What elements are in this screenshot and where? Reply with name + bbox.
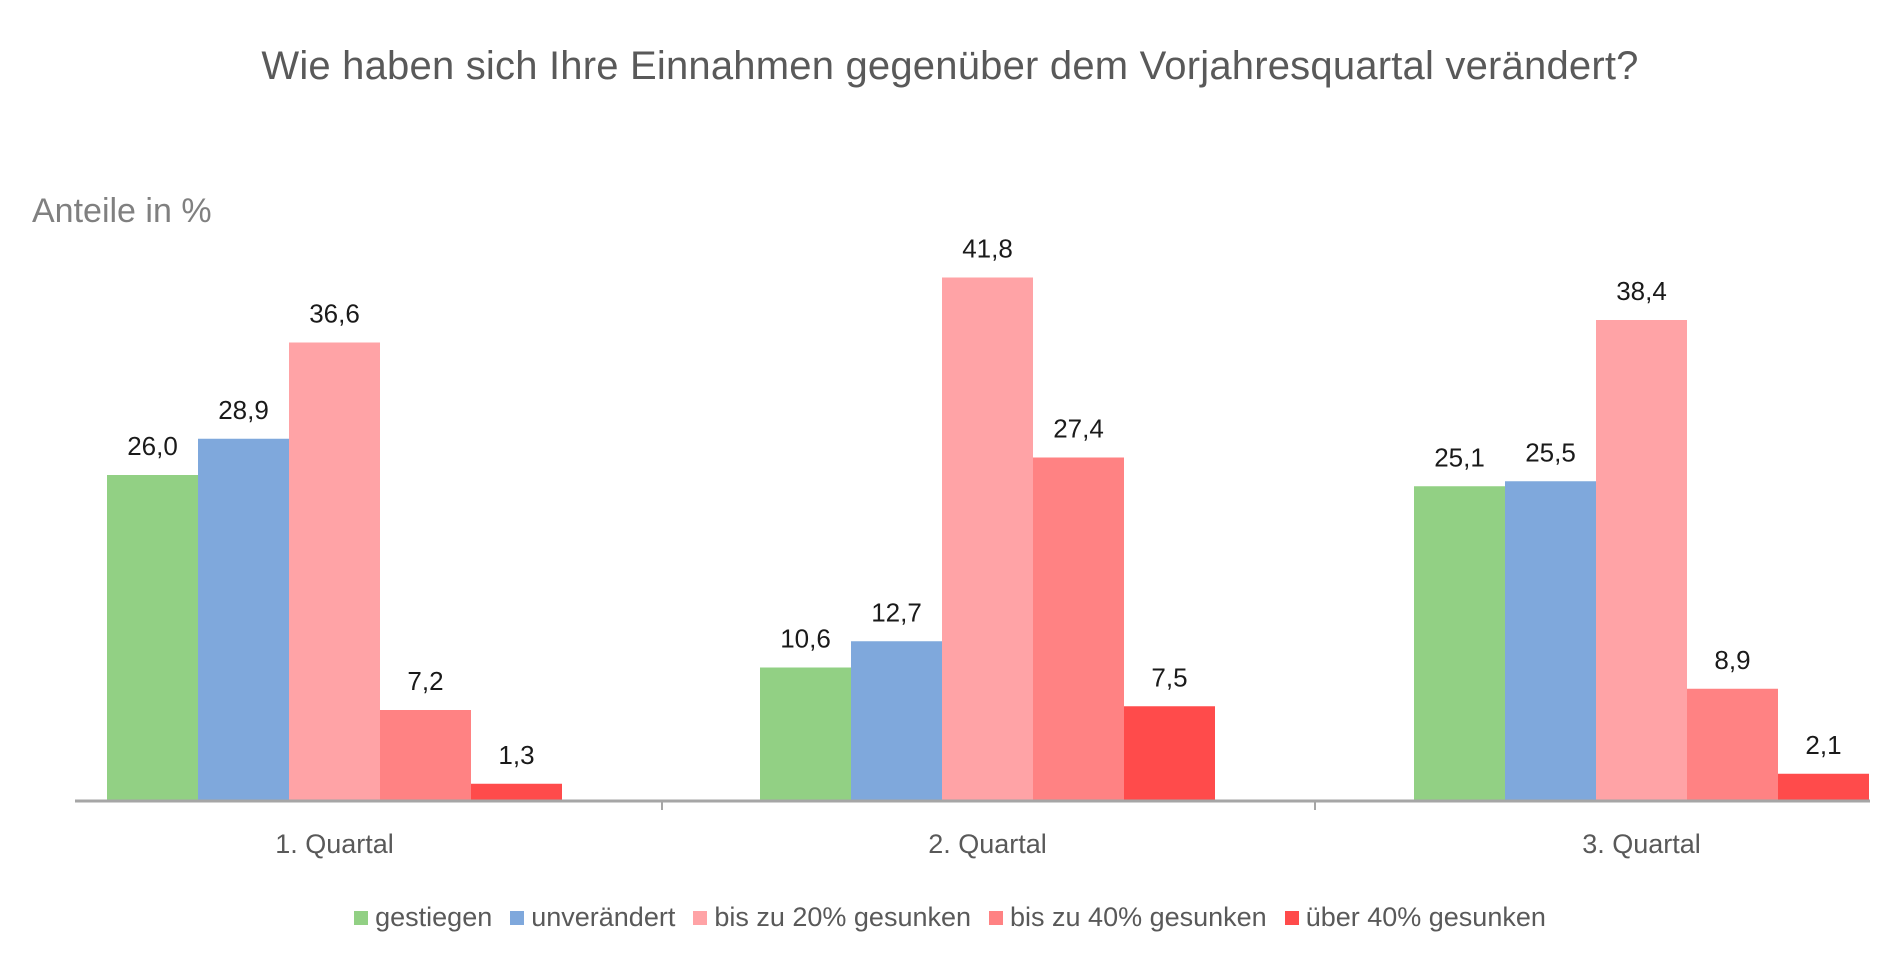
legend-swatch bbox=[989, 910, 1004, 925]
bar bbox=[289, 342, 380, 800]
data-label: 8,9 bbox=[1714, 645, 1750, 675]
chart-title: Wie haben sich Ihre Einnahmen gegenüber … bbox=[261, 44, 1639, 88]
bar bbox=[1687, 688, 1778, 800]
data-label: 36,6 bbox=[309, 299, 360, 329]
data-label: 7,2 bbox=[407, 666, 443, 696]
data-label: 25,5 bbox=[1525, 437, 1576, 467]
data-label: 25,1 bbox=[1434, 442, 1485, 472]
bars-layer bbox=[107, 277, 1869, 800]
legend-swatch bbox=[693, 910, 708, 925]
legend: gestiegen unverändert bis zu 20% gesunken b… bbox=[0, 902, 1900, 933]
legend-item: gestiegen bbox=[354, 902, 492, 933]
data-label: 2,1 bbox=[1805, 730, 1841, 760]
data-label: 41,8 bbox=[962, 234, 1013, 264]
bar bbox=[851, 641, 942, 800]
data-label: 26,0 bbox=[127, 431, 178, 461]
data-label: 10,6 bbox=[780, 624, 831, 654]
legend-label: gestiegen bbox=[375, 902, 493, 932]
bar bbox=[1414, 486, 1505, 800]
bar bbox=[107, 475, 198, 800]
data-label: 12,7 bbox=[871, 597, 922, 627]
bar bbox=[942, 277, 1033, 800]
x-axis bbox=[75, 799, 1870, 810]
legend-swatch bbox=[354, 910, 369, 925]
category-labels-layer: 1. Quartal 2. Quartal 3. Quartal bbox=[275, 829, 1701, 859]
x-tick-label: 1. Quartal bbox=[275, 829, 394, 859]
legend-swatch bbox=[1284, 910, 1299, 925]
bar bbox=[198, 438, 289, 800]
legend-label: über 40% gesunken bbox=[1305, 902, 1546, 932]
legend-item: über 40% gesunken bbox=[1284, 902, 1546, 933]
bar bbox=[1033, 457, 1124, 800]
bar bbox=[380, 710, 471, 800]
bar bbox=[471, 783, 562, 800]
data-label: 7,5 bbox=[1151, 662, 1187, 692]
x-tick-label: 3. Quartal bbox=[1582, 829, 1701, 859]
legend-item: bis zu 40% gesunken bbox=[989, 902, 1267, 933]
bar bbox=[1505, 481, 1596, 800]
bar bbox=[760, 667, 851, 800]
bar bbox=[1596, 320, 1687, 800]
bar bbox=[1778, 773, 1869, 800]
legend-item: bis zu 20% gesunken bbox=[693, 902, 971, 933]
y-axis-label: Anteile in % bbox=[32, 192, 212, 230]
legend-label: bis zu 20% gesunken bbox=[714, 902, 972, 932]
data-label: 38,4 bbox=[1616, 276, 1667, 306]
legend-label: unverändert bbox=[531, 902, 676, 932]
bar bbox=[1124, 706, 1215, 800]
legend-item: unverändert bbox=[510, 902, 675, 933]
data-label: 27,4 bbox=[1053, 414, 1104, 444]
legend-label: bis zu 40% gesunken bbox=[1010, 902, 1267, 932]
data-label: 1,3 bbox=[498, 740, 534, 770]
x-tick-label: 2. Quartal bbox=[928, 829, 1047, 859]
legend-swatch bbox=[510, 910, 525, 925]
value-labels-layer: 26,0 28,9 36,6 7,2 1,3 10,6 12,7 41,8 27,4 7,5 25,… bbox=[127, 234, 1841, 770]
data-label: 28,9 bbox=[218, 395, 269, 425]
